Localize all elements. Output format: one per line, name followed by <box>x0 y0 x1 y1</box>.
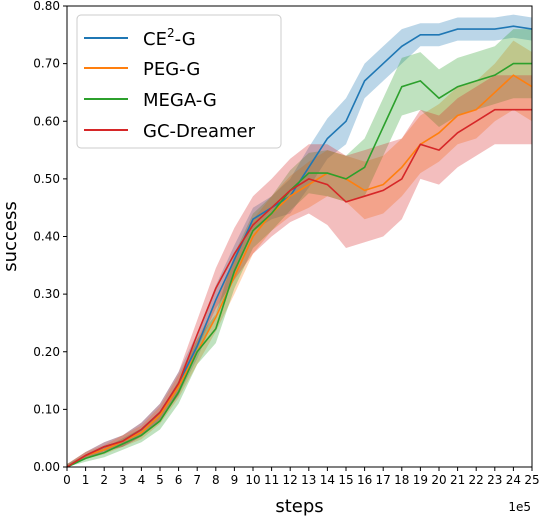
x-tick-label: 14 <box>320 473 335 487</box>
x-tick-label: 24 <box>506 473 521 487</box>
band-series-2 <box>67 29 532 467</box>
x-tick-label: 9 <box>231 473 239 487</box>
x-tick-label: 22 <box>469 473 484 487</box>
band-series-1 <box>67 40 532 467</box>
x-tick-label: 6 <box>175 473 183 487</box>
x-tick-label: 11 <box>264 473 279 487</box>
x-axis-ticks: 0 1 2 3 4 5 6 7 8 9 10 11 12 13 14 15 16 17 18 19 20 21 22 23 24… <box>63 467 539 487</box>
x-tick-label: 16 <box>357 473 372 487</box>
x-tick-label: 15 <box>338 473 353 487</box>
x-tick-label: 4 <box>138 473 146 487</box>
x-tick-label: 3 <box>119 473 127 487</box>
x-tick-label: 25 <box>524 473 539 487</box>
x-tick-label: 21 <box>450 473 465 487</box>
x-tick-label: 20 <box>431 473 446 487</box>
x-tick-label: 1 <box>82 473 90 487</box>
legend-box <box>76 14 282 149</box>
x-tick-label: 23 <box>487 473 502 487</box>
x-tick-label: 0 <box>63 473 71 487</box>
line-series-2 <box>66 62 532 468</box>
y-tick-label: 0.70 <box>33 57 60 71</box>
x-tick-label: 8 <box>212 473 220 487</box>
x-tick-label: 7 <box>193 473 201 487</box>
x-tick-label: 13 <box>301 473 316 487</box>
y-tick-label: 0.10 <box>33 402 60 416</box>
legend-label-main: GC-Dreamer <box>143 121 256 142</box>
line-series-1 <box>66 74 533 468</box>
y-tick-label: 0.20 <box>33 345 60 359</box>
y-tick-label: 0.00 <box>33 460 60 474</box>
y-tick-label: 0.40 <box>33 230 60 244</box>
x-tick-label: 10 <box>245 473 260 487</box>
series-lines <box>66 25 533 468</box>
legend-label: CE2-G <box>143 26 196 50</box>
legend-label: PEG-G <box>143 59 200 80</box>
x-axis-offset-label: 1e5 <box>508 500 531 514</box>
y-tick-label: 0.30 <box>33 287 60 301</box>
legend-label-main: MEGA-G <box>143 90 217 111</box>
x-tick-label: 18 <box>394 473 409 487</box>
x-tick-label: 2 <box>100 473 108 487</box>
legend-label: MEGA-G <box>143 90 217 111</box>
line-series-3 <box>66 108 532 468</box>
y-axis-ticks: 0.00 0.10 0.20 0.30 0.40 0.50 0.60 0.70 0.80 <box>33 0 67 474</box>
y-tick-label: 0.80 <box>33 0 60 13</box>
x-tick-label: 12 <box>283 473 298 487</box>
x-tick-label: 5 <box>156 473 164 487</box>
legend-label: GC-Dreamer <box>143 121 256 142</box>
y-tick-label: 0.50 <box>33 172 60 186</box>
x-axis-label: steps <box>275 496 323 516</box>
y-tick-label: 0.60 <box>33 114 60 128</box>
x-tick-label: 17 <box>376 473 391 487</box>
legend-label-superscript: 2 <box>167 26 175 40</box>
legend-label-main: PEG-G <box>143 59 200 80</box>
legend-label-tail: -G <box>175 29 196 50</box>
x-tick-label: 19 <box>413 473 428 487</box>
legend-label-main: CE <box>143 29 167 50</box>
y-axis-label: success <box>0 201 21 271</box>
legend: CE2-G PEG-G MEGA-G GC-Dreamer <box>76 14 282 149</box>
